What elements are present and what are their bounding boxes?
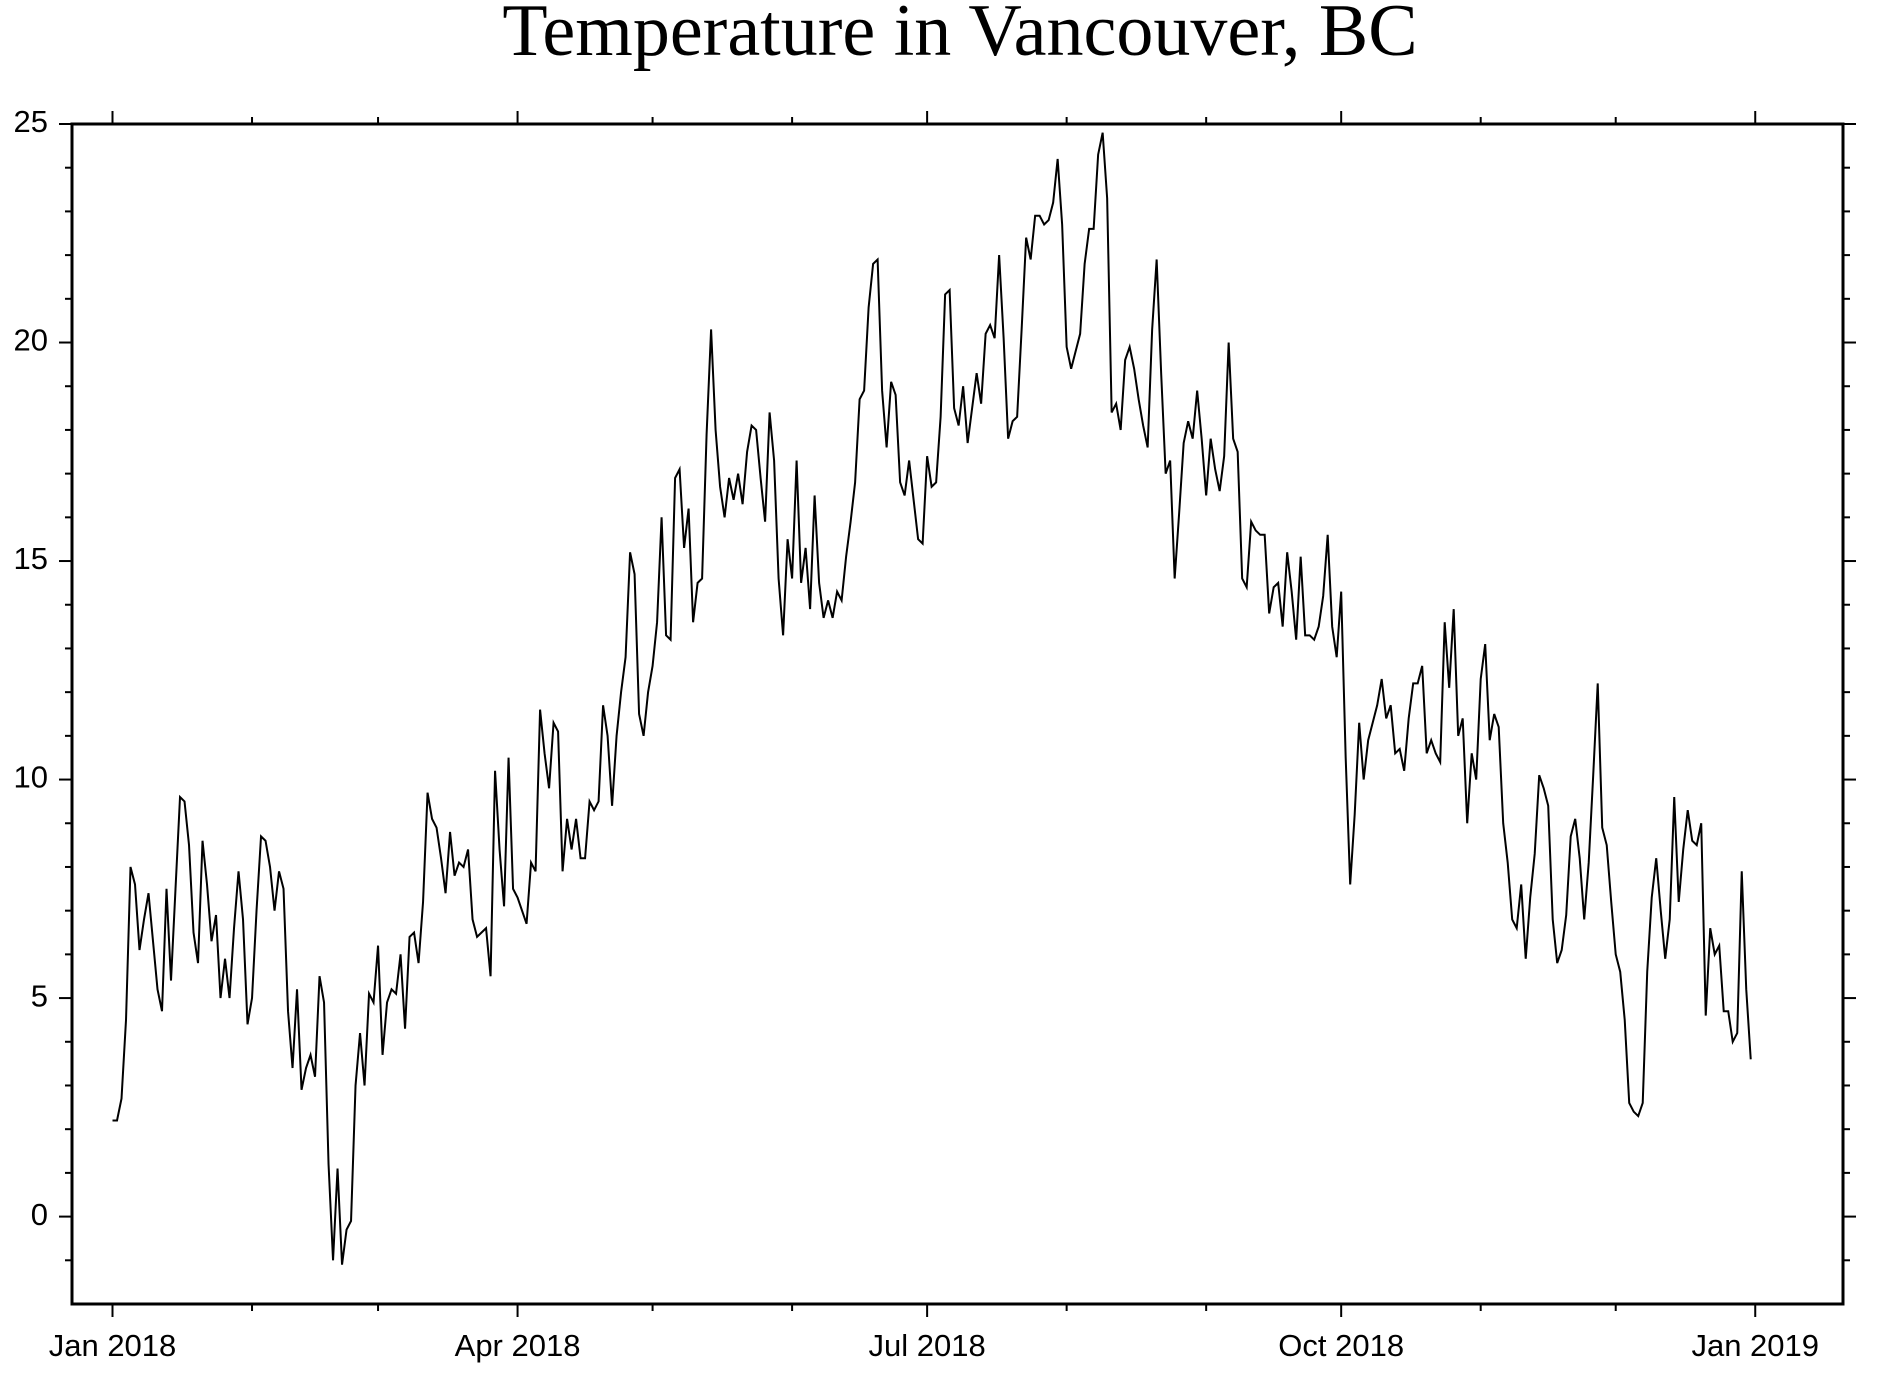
chart-title: Temperature in Vancouver, BC	[502, 0, 1417, 72]
y-tick-label: 10	[14, 760, 48, 795]
plot-frame	[70, 122, 1845, 1306]
y-tick-label: 20	[14, 323, 48, 358]
x-tick-label: Oct 2018	[1278, 1328, 1404, 1363]
y-tick-label: 0	[31, 1197, 48, 1232]
y-tick-label: 15	[14, 541, 48, 576]
x-tick-label: Jul 2018	[869, 1328, 986, 1363]
data-line	[112, 132, 1752, 1265]
y-tick-label: 5	[31, 978, 48, 1013]
y-tick-label: 25	[14, 104, 48, 139]
x-tick-label: Jan 2018	[49, 1328, 177, 1363]
x-tick-label: Jan 2019	[1691, 1328, 1819, 1363]
x-tick-label: Apr 2018	[455, 1328, 581, 1363]
